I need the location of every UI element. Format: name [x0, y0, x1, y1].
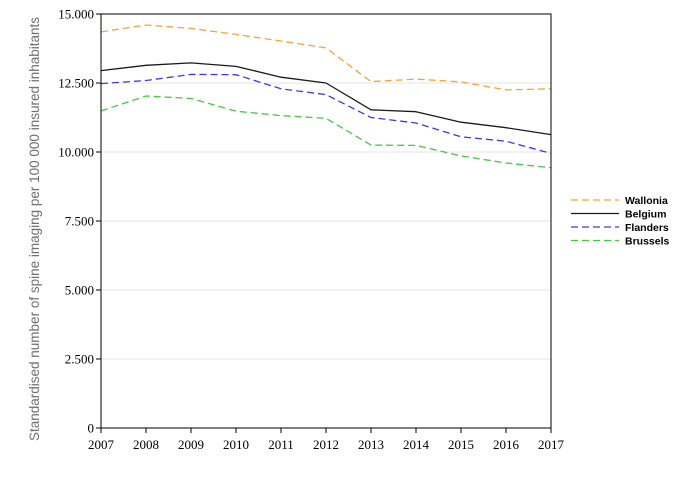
y-axis-label: Standardised number of spine imaging per…: [27, 17, 42, 441]
legend-label-flanders: Flanders: [625, 222, 669, 234]
x-tick-label: 2013: [358, 437, 384, 452]
y-tick-label: 12.500: [58, 76, 94, 91]
x-tick-label: 2010: [223, 437, 249, 452]
series-line-brussels: [100, 95, 552, 169]
legend-label-wallonia: Wallonia: [625, 195, 668, 207]
series-line-wallonia: [100, 24, 552, 91]
x-tick-label: 2011: [268, 437, 294, 452]
series-lines: [100, 24, 552, 169]
x-tick-label: 2008: [133, 437, 159, 452]
y-tick-label: 7.500: [65, 214, 94, 229]
x-tick-label: 2017: [538, 437, 565, 452]
series-line-belgium: [100, 62, 552, 136]
x-tick-label: 2014: [403, 437, 430, 452]
x-tick-label: 2007: [88, 437, 115, 452]
legend-label-belgium: Belgium: [625, 209, 666, 221]
y-tick-label: 5.000: [65, 283, 94, 298]
y-tick-label: 10.000: [58, 145, 94, 160]
series-line-flanders: [100, 73, 552, 155]
y-tick-label: 15.000: [58, 7, 94, 22]
x-tick-label: 2016: [493, 437, 520, 452]
y-tick-label: 0: [88, 421, 95, 436]
legend-label-brussels: Brussels: [625, 236, 670, 248]
x-tick-label: 2012: [313, 437, 339, 452]
axes: 0 2.500 5.000 7.500 10.000 12.500 15.000 2007 20…: [58, 7, 564, 453]
y-tick-label: 2.500: [65, 352, 94, 367]
x-tick-label: 2015: [448, 437, 474, 452]
x-tick-label: 2009: [178, 437, 204, 452]
